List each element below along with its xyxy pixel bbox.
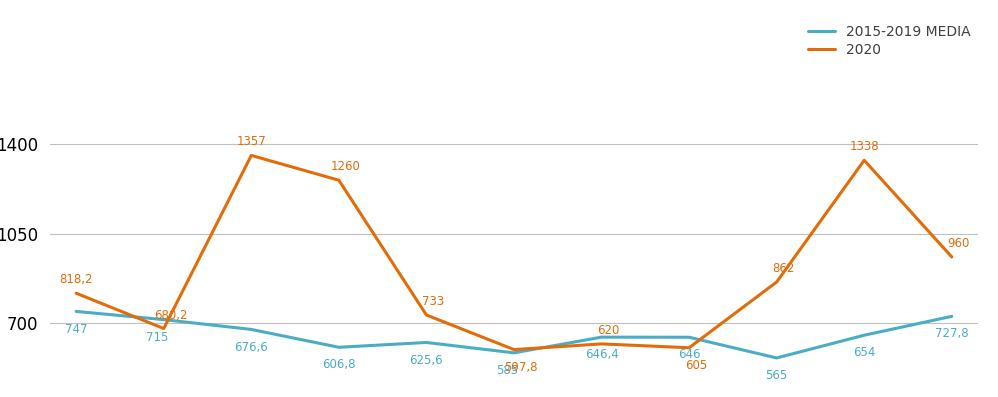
Legend: 2015-2019 MEDIA, 2020: 2015-2019 MEDIA, 2020	[807, 25, 971, 57]
Text: 646,4: 646,4	[585, 348, 619, 361]
2015-2019 MEDIA	[246, 327, 257, 332]
2020	[246, 153, 257, 158]
Text: 654: 654	[853, 346, 875, 359]
2015-2019 MEDIA	[508, 351, 520, 355]
Text: 605: 605	[685, 359, 708, 372]
Text: 597,8: 597,8	[504, 361, 538, 374]
Line: 2015-2019 MEDIA: 2015-2019 MEDIA	[76, 311, 952, 358]
2015-2019 MEDIA	[770, 356, 782, 360]
2015-2019 MEDIA	[333, 345, 345, 350]
2015-2019 MEDIA	[420, 340, 432, 345]
2020	[508, 347, 520, 352]
Text: 747: 747	[65, 322, 88, 335]
2015-2019 MEDIA	[70, 309, 82, 314]
Text: 676,6: 676,6	[235, 341, 268, 354]
Text: 646: 646	[678, 348, 701, 361]
2020	[858, 158, 870, 163]
2015-2019 MEDIA	[596, 335, 608, 339]
Text: 1338: 1338	[849, 140, 879, 153]
Text: 620: 620	[597, 324, 620, 337]
2015-2019 MEDIA	[858, 333, 870, 337]
Text: 585: 585	[496, 364, 518, 377]
Text: 606,8: 606,8	[322, 358, 355, 371]
2020	[333, 178, 345, 183]
Text: 565: 565	[765, 369, 787, 382]
2020	[70, 291, 82, 296]
2020	[596, 341, 608, 346]
Line: 2020: 2020	[76, 155, 952, 350]
2020	[946, 254, 958, 259]
Text: 960: 960	[947, 237, 970, 250]
2015-2019 MEDIA	[683, 335, 695, 340]
Text: 680,2: 680,2	[154, 308, 188, 322]
2020	[770, 279, 782, 284]
Text: 1260: 1260	[331, 160, 360, 173]
Text: 862: 862	[772, 262, 794, 275]
Text: 733: 733	[422, 295, 444, 308]
Text: 1357: 1357	[237, 135, 266, 148]
2015-2019 MEDIA	[946, 314, 958, 319]
Text: 818,2: 818,2	[60, 273, 93, 286]
Text: 625,6: 625,6	[409, 354, 443, 366]
2015-2019 MEDIA	[158, 317, 170, 322]
2020	[158, 326, 170, 331]
2020	[420, 312, 432, 317]
Text: 727,8: 727,8	[935, 328, 969, 341]
2020	[683, 345, 695, 350]
Text: 715: 715	[146, 331, 168, 344]
